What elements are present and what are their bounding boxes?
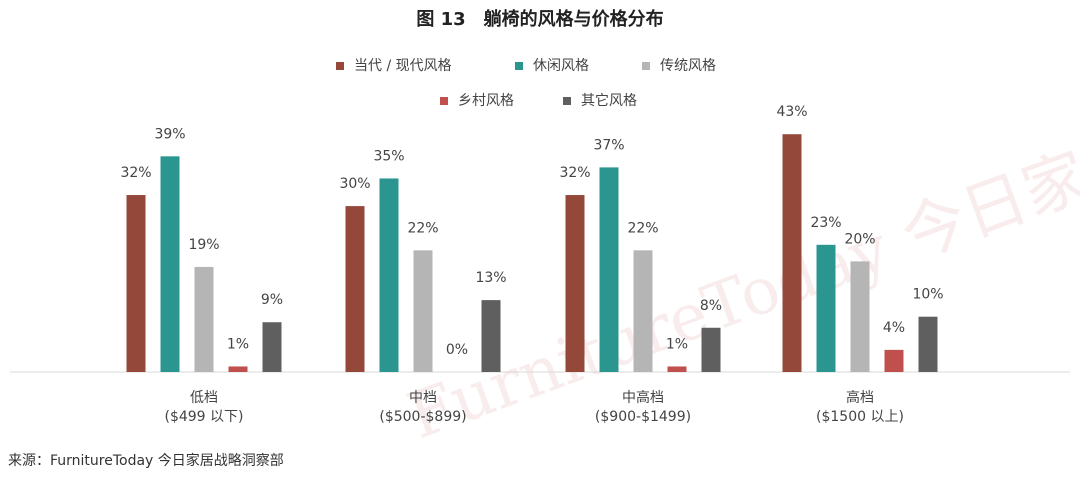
value-label: 22% [407, 220, 438, 236]
value-label: 13% [475, 270, 506, 286]
x-tick-label: 中高档 [622, 389, 664, 406]
value-label: 32% [120, 165, 151, 181]
legend-label: 休闲风格 [533, 58, 589, 74]
bar [228, 366, 248, 372]
legend-swatch [642, 62, 650, 70]
bar [850, 261, 870, 372]
value-label: 0% [446, 342, 468, 358]
bar [160, 156, 180, 372]
legend-label: 传统风格 [660, 58, 716, 74]
bar [599, 167, 619, 372]
value-label: 30% [339, 176, 370, 192]
x-tick-label: 低档 [190, 390, 218, 406]
value-label: 1% [666, 336, 688, 352]
x-tick-sublabel: ($1500 以上) [816, 409, 904, 425]
bar [633, 250, 653, 372]
value-label: 19% [188, 237, 219, 253]
value-label: 37% [593, 137, 624, 153]
value-label: 1% [227, 336, 249, 352]
x-tick-sublabel: ($500-$899) [379, 409, 466, 425]
bar [667, 366, 687, 372]
value-label: 22% [627, 220, 658, 236]
value-label: 4% [883, 320, 905, 336]
bar [918, 316, 938, 372]
bar [565, 195, 585, 372]
value-label: 32% [559, 165, 590, 181]
legend-swatch [440, 97, 448, 105]
legend-label: 其它风格 [581, 92, 637, 109]
legend-swatch [563, 97, 571, 105]
bar [481, 300, 501, 372]
value-label: 23% [810, 215, 841, 231]
bar [884, 349, 904, 372]
value-label: 39% [154, 126, 185, 142]
source: 来源：FurnitureToday 今日家居战略洞察部 [8, 452, 284, 469]
value-label: 35% [373, 148, 404, 164]
bar [816, 244, 836, 372]
bar [194, 266, 214, 372]
bar [782, 134, 802, 372]
value-label: 8% [700, 298, 722, 314]
chart-title: 图 13 躺椅的风格与价格分布 [416, 8, 663, 30]
bar [262, 322, 282, 372]
x-tick-label: 高档 [846, 389, 874, 406]
legend-label: 乡村风格 [458, 93, 514, 109]
legend-label: 当代 / 现代风格 [354, 58, 452, 74]
bar [345, 206, 365, 372]
value-label: 9% [261, 292, 283, 308]
bar [701, 327, 721, 372]
bar [413, 250, 433, 372]
x-tick-label: 中档 [409, 390, 437, 406]
bar [379, 178, 399, 372]
legend-swatch [515, 62, 523, 70]
value-label: 10% [912, 287, 943, 303]
value-label: 20% [844, 231, 875, 247]
x-tick-sublabel: ($900-$1499) [595, 409, 691, 425]
x-tick-sublabel: ($499 以下) [164, 409, 243, 425]
value-label: 43% [776, 104, 807, 120]
bar [126, 195, 146, 372]
legend-swatch [336, 62, 344, 70]
